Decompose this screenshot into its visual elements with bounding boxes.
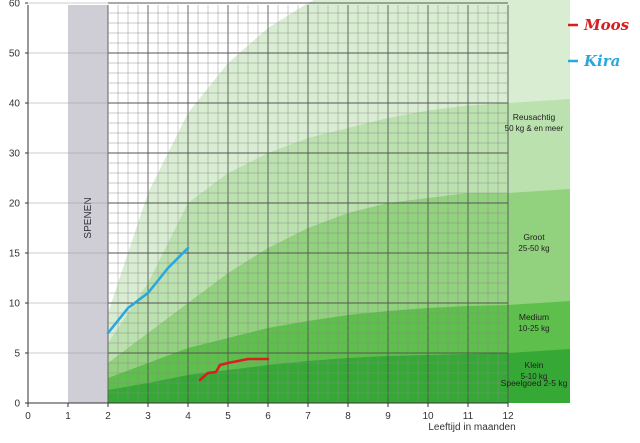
- x-tick-label: 8: [345, 411, 351, 422]
- weaning-band: [68, 5, 108, 403]
- band-labels: Reusachtig 50 kg & en meer Groot 25-50 kg Me…: [501, 112, 568, 388]
- y-tick-label: 10: [9, 299, 21, 310]
- x-tick-label: 9: [385, 411, 391, 422]
- band-label-speel: Speelgoed 2-5 kg: [501, 378, 568, 388]
- band-title-klein: Klein: [525, 360, 544, 370]
- y-tick-label: 15: [9, 249, 21, 260]
- y-tick-label: 30: [9, 149, 21, 160]
- legend-label-moos: Moos: [583, 16, 630, 34]
- band-title-reus: Reusachtig: [513, 112, 556, 122]
- y-tick-label: 5: [14, 349, 20, 360]
- y-tick-label: 20: [9, 199, 21, 210]
- band-title-medium: Medium: [519, 312, 549, 322]
- x-tick-label: 10: [422, 411, 434, 422]
- series-lines: [106, 246, 270, 382]
- x-tick-label: 0: [25, 411, 31, 422]
- y-tick-label: 60: [9, 0, 21, 10]
- x-tick-label: 11: [463, 411, 474, 422]
- band-range-klein: 5-10 kg: [521, 372, 548, 381]
- grid-lines: [28, 2, 509, 404]
- series-line-kira: [106, 246, 190, 335]
- x-tick-label: 7: [305, 411, 311, 422]
- band-range-groot: 25-50 kg: [518, 244, 549, 253]
- band-title-groot: Groot: [523, 232, 545, 242]
- band-range-reus: 50 kg & en meer: [505, 124, 564, 133]
- x-tick-label: 5: [225, 411, 231, 422]
- x-tick-label: 3: [145, 411, 151, 422]
- x-tick-label: 4: [185, 411, 191, 422]
- x-tick-label: 12: [502, 411, 514, 422]
- x-tick-label: 1: [65, 411, 71, 422]
- x-tick-label: 6: [265, 411, 271, 422]
- weaning-label: SPENEN: [83, 197, 94, 238]
- band-range-medium: 10-25 kg: [518, 324, 549, 333]
- x-axis-label: Leeftijd in maanden: [428, 422, 515, 433]
- y-tick-label: 0: [14, 399, 20, 410]
- size-bands: [108, 0, 570, 403]
- axes: 051015203040506070800123456789101112: [9, 0, 514, 422]
- band-speel: [108, 349, 570, 403]
- y-tick-label: 40: [9, 99, 21, 110]
- series-line-moos: [198, 357, 270, 382]
- legend-label-kira: Kira: [583, 52, 620, 70]
- x-tick-label: 2: [105, 411, 111, 422]
- y-tick-label: 50: [9, 49, 21, 60]
- legend: Moos Kira: [568, 16, 630, 70]
